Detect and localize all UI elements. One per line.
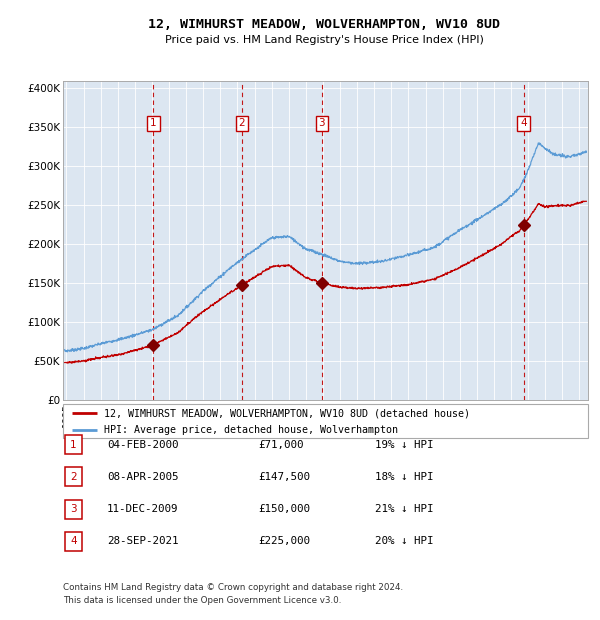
Text: £71,000: £71,000 xyxy=(258,440,304,450)
Text: 4: 4 xyxy=(520,118,527,128)
Text: 2: 2 xyxy=(239,118,245,128)
Text: 21% ↓ HPI: 21% ↓ HPI xyxy=(375,504,433,514)
Text: £147,500: £147,500 xyxy=(258,472,310,482)
Text: 04-FEB-2000: 04-FEB-2000 xyxy=(107,440,178,450)
Text: 08-APR-2005: 08-APR-2005 xyxy=(107,472,178,482)
FancyBboxPatch shape xyxy=(63,404,588,438)
Text: Price paid vs. HM Land Registry's House Price Index (HPI): Price paid vs. HM Land Registry's House … xyxy=(164,35,484,45)
Text: 2: 2 xyxy=(70,472,77,482)
Text: 12, WIMHURST MEADOW, WOLVERHAMPTON, WV10 8UD (detached house): 12, WIMHURST MEADOW, WOLVERHAMPTON, WV10… xyxy=(104,409,470,419)
Text: 20% ↓ HPI: 20% ↓ HPI xyxy=(375,536,433,546)
Text: 3: 3 xyxy=(70,504,77,514)
Text: 19% ↓ HPI: 19% ↓ HPI xyxy=(375,440,433,450)
Text: This data is licensed under the Open Government Licence v3.0.: This data is licensed under the Open Gov… xyxy=(63,596,341,604)
FancyBboxPatch shape xyxy=(65,532,82,551)
Text: 1: 1 xyxy=(70,440,77,450)
Text: 4: 4 xyxy=(70,536,77,546)
Text: 3: 3 xyxy=(319,118,325,128)
FancyBboxPatch shape xyxy=(65,500,82,518)
Text: 11-DEC-2009: 11-DEC-2009 xyxy=(107,504,178,514)
FancyBboxPatch shape xyxy=(65,467,82,486)
FancyBboxPatch shape xyxy=(65,435,82,454)
Text: Contains HM Land Registry data © Crown copyright and database right 2024.: Contains HM Land Registry data © Crown c… xyxy=(63,583,403,592)
Text: 12, WIMHURST MEADOW, WOLVERHAMPTON, WV10 8UD: 12, WIMHURST MEADOW, WOLVERHAMPTON, WV10… xyxy=(148,19,500,31)
Text: £225,000: £225,000 xyxy=(258,536,310,546)
Text: 1: 1 xyxy=(150,118,157,128)
Text: 18% ↓ HPI: 18% ↓ HPI xyxy=(375,472,433,482)
Text: 28-SEP-2021: 28-SEP-2021 xyxy=(107,536,178,546)
Text: £150,000: £150,000 xyxy=(258,504,310,514)
Text: HPI: Average price, detached house, Wolverhampton: HPI: Average price, detached house, Wolv… xyxy=(104,425,398,435)
